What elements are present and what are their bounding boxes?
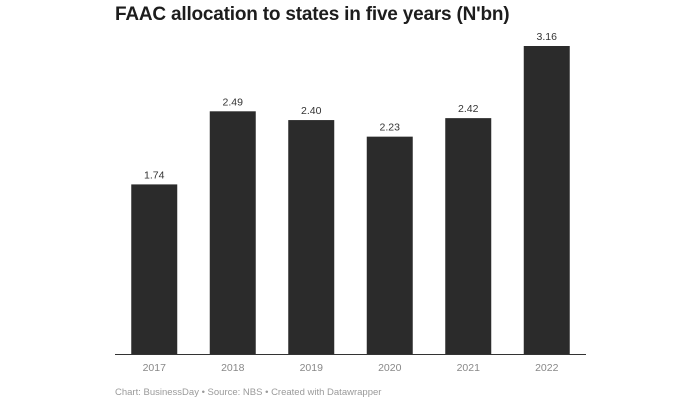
value-label-2021: 2.42 [458,103,479,115]
x-tick-label-2022: 2022 [535,362,559,374]
bar-2022 [523,46,570,354]
value-label-2018: 2.49 [223,96,244,108]
x-tick-label-2020: 2020 [378,362,402,374]
bar-2017 [131,184,178,354]
x-tick-label-2019: 2019 [300,362,324,374]
x-tick-label-2018: 2018 [221,362,245,374]
chart-title: FAAC allocation to states in five years … [115,4,510,25]
x-tick-label-2017: 2017 [143,362,167,374]
bar-2018 [209,111,256,354]
chart-footer: Chart: BusinessDay • Source: NBS • Creat… [115,387,382,398]
value-label-2017: 1.74 [144,169,165,181]
bar-2021 [445,118,492,354]
bar-2019 [288,120,335,354]
value-label-2020: 2.23 [380,122,401,134]
value-label-2022: 3.16 [537,31,558,43]
bar-2020 [366,136,413,354]
x-tick-label-2021: 2021 [457,362,481,374]
value-label-2019: 2.40 [301,105,322,117]
